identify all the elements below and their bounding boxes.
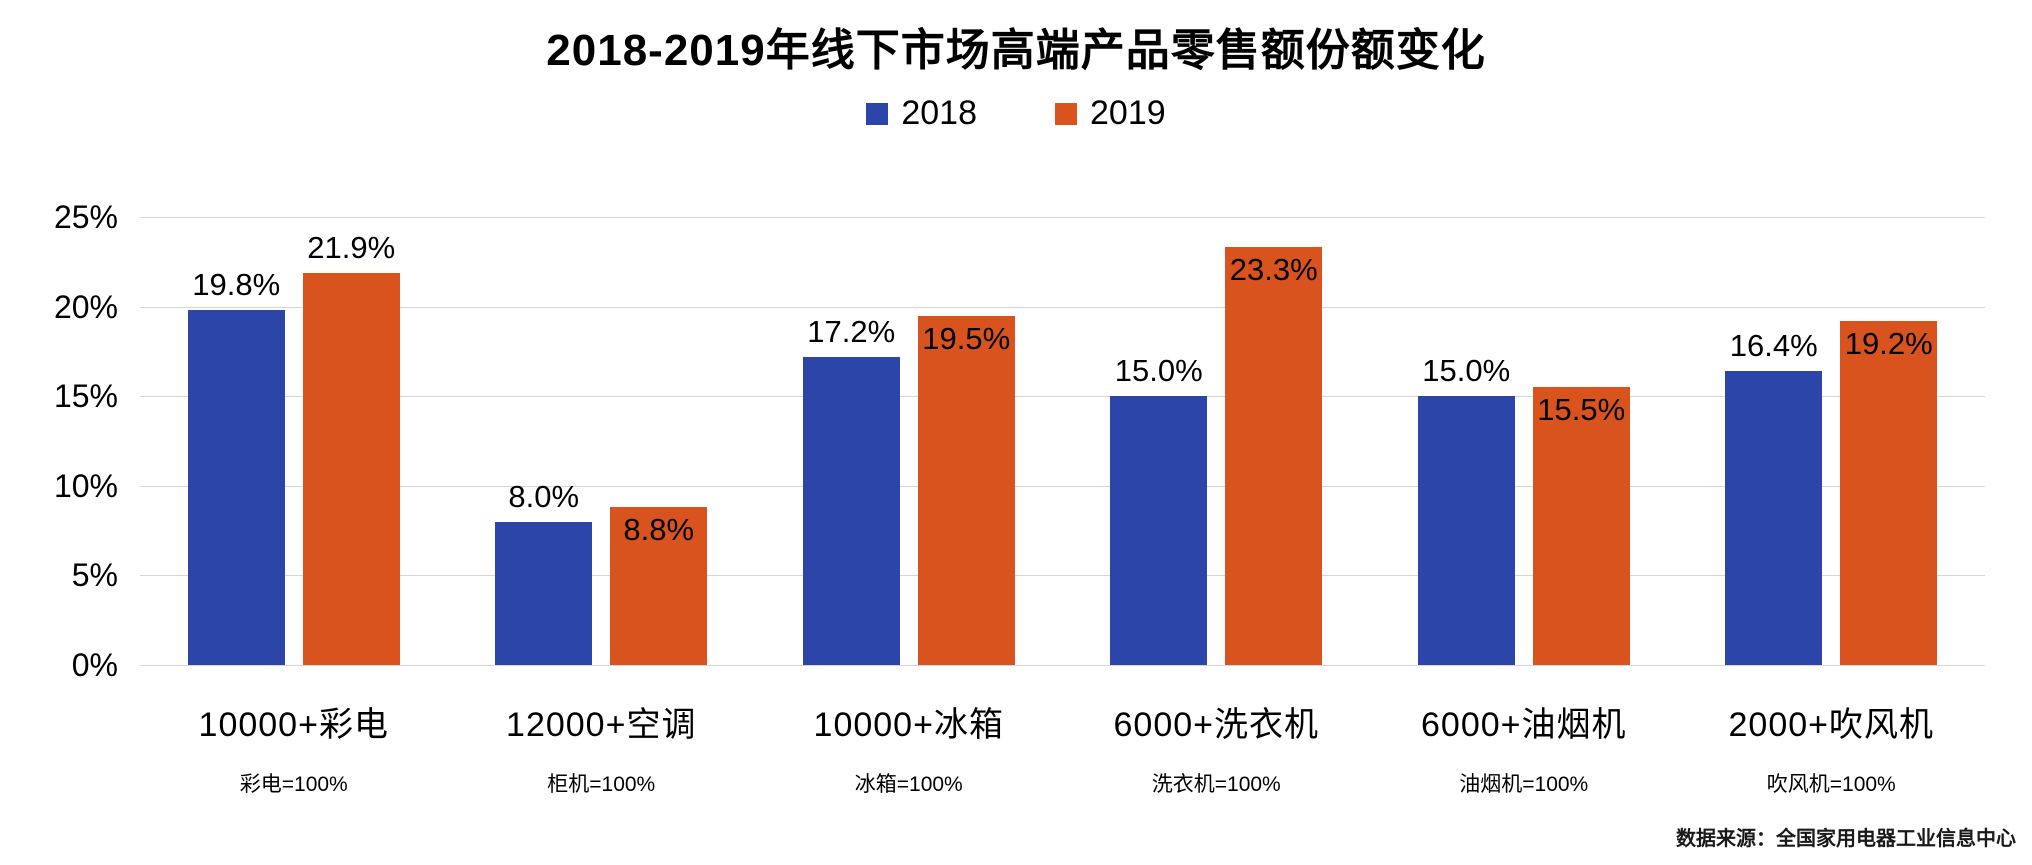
bar-2018-6000+油烟机: 15.0% — [1417, 353, 1515, 665]
x-axis-category-sublabel: 洗衣机=100% — [1151, 773, 1281, 796]
bar-group-6: 16.4% 19.2% — [1678, 217, 1986, 665]
bar-2018-2000+吹风机: 16.4% — [1725, 328, 1823, 665]
y-axis-tick-label: 0% — [71, 647, 118, 683]
bar-value-label: 23.3% — [1229, 252, 1318, 288]
gridline — [140, 396, 1985, 398]
bar-2019-12000+空调: 8.8% — [610, 507, 708, 665]
legend: 2018 2019 — [0, 94, 2032, 133]
legend-swatch-2018-icon — [866, 102, 889, 125]
gridline — [140, 485, 1985, 487]
x-axis-category-label: 6000+洗衣机 — [1113, 706, 1319, 744]
x-axis-category: 2000+吹风机吹风机=100% — [1678, 697, 1986, 798]
legend-swatch-2019-icon — [1055, 102, 1077, 125]
y-axis: 25% 20% 15% 10% 5% 0% — [0, 199, 118, 683]
bar-value-label: 19.8% — [192, 267, 281, 303]
bar-value-label: 21.9% — [307, 229, 396, 265]
x-axis-category-label: 12000+空调 — [506, 706, 697, 744]
x-axis-category-sublabel: 冰箱=100% — [854, 773, 963, 796]
x-axis-category-sublabel: 彩电=100% — [239, 773, 348, 796]
bar-group-5: 15.0% 15.5% — [1370, 217, 1678, 665]
x-axis-category: 6000+油烟机油烟机=100% — [1370, 697, 1678, 798]
x-axis-category-label: 2000+吹风机 — [1728, 706, 1934, 744]
bar-2019-10000+冰箱: 19.5% — [917, 315, 1015, 665]
legend-item-2018: 2018 — [866, 94, 977, 133]
plot-area: 19.8% 21.9% 8.0% 8.8% 17.2% 19.5% 15.0% 23.3% 15… — [140, 217, 1985, 666]
source-note: 数据来源：全国家用电器工业信息中心 — [1676, 828, 2016, 850]
legend-item-2019: 2019 — [1055, 94, 1166, 133]
x-axis-category-label: 6000+油烟机 — [1421, 706, 1627, 744]
bar-2019-2000+吹风机: 19.2% — [1840, 320, 1938, 665]
bar-2019-6000+油烟机: 15.5% — [1532, 387, 1630, 665]
bar-2019-10000+彩电: 21.9% — [302, 230, 400, 665]
y-axis-tick-label: 10% — [53, 467, 118, 504]
x-axis: 10000+彩电 彩电=100% 12000+空调 柜机=100% 10000+冰箱 冰箱… — [140, 697, 1985, 798]
bar-value-label: 19.5% — [922, 320, 1011, 356]
bar-value-label: 16.4% — [1729, 328, 1818, 364]
bar-value-label: 17.2% — [807, 313, 896, 349]
bar-value-label: 15.0% — [1422, 353, 1511, 389]
bar-group-3: 17.2% 19.5% — [755, 217, 1063, 665]
y-axis-tick-label: 20% — [53, 288, 118, 325]
gridline — [140, 306, 1985, 308]
x-axis-category: 6000+洗衣机洗衣机=100% — [1063, 697, 1371, 798]
bar-2019-6000+洗衣机: 23.3% — [1225, 247, 1323, 665]
gridline — [140, 575, 1985, 577]
legend-label-2019: 2019 — [1090, 94, 1166, 132]
x-axis-category-sublabel: 吹风机=100% — [1766, 773, 1896, 796]
bar-2018-6000+洗衣机: 15.0% — [1110, 353, 1208, 665]
x-axis-category: 10000+彩电彩电=100% — [140, 697, 448, 798]
bar-group-2: 8.0% 8.8% — [448, 217, 756, 665]
y-axis-tick-label: 5% — [71, 557, 118, 594]
x-axis-category: 10000+冰箱冰箱=100% — [755, 697, 1063, 798]
gridline — [140, 217, 1985, 218]
bar-value-label: 8.8% — [623, 512, 695, 548]
bar-value-label: 15.5% — [1537, 392, 1626, 428]
bar-2018-10000+冰箱: 17.2% — [802, 314, 900, 665]
x-axis-category-sublabel: 油烟机=100% — [1459, 773, 1589, 796]
x-axis-category: 12000+空调柜机=100% — [448, 697, 756, 798]
bar-group-1: 19.8% 21.9% — [140, 217, 448, 665]
gridline — [140, 665, 1985, 666]
bar-value-label: 8.0% — [508, 478, 580, 514]
bar-value-label: 19.2% — [1844, 325, 1933, 361]
bar-value-label: 15.0% — [1114, 353, 1203, 389]
bar-2018-10000+彩电: 19.8% — [187, 267, 285, 665]
y-axis-tick-label: 25% — [53, 199, 118, 235]
x-axis-category-sublabel: 柜机=100% — [547, 773, 656, 796]
bar-groups: 19.8% 21.9% 8.0% 8.8% 17.2% 19.5% 15.0% 23.3% 15… — [140, 217, 1985, 665]
legend-label-2018: 2018 — [901, 94, 977, 132]
x-axis-category-label: 10000+彩电 — [198, 706, 389, 744]
bar-2018-12000+空调: 8.0% — [495, 479, 593, 665]
chart-title: 2018-2019年线下市场高端产品零售额份额变化 — [546, 26, 1486, 75]
y-axis-tick-label: 15% — [53, 378, 118, 415]
x-axis-category-label: 10000+冰箱 — [813, 706, 1004, 744]
bar-group-4: 15.0% 23.3% — [1063, 217, 1371, 665]
